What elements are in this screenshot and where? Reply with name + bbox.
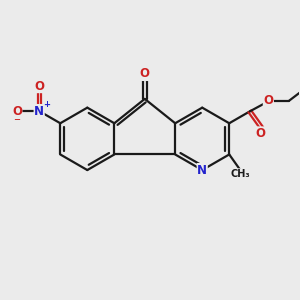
Text: O: O bbox=[256, 127, 266, 140]
Text: O: O bbox=[12, 105, 22, 118]
Text: −: − bbox=[13, 116, 20, 124]
Text: +: + bbox=[43, 100, 50, 109]
Text: O: O bbox=[140, 68, 150, 80]
Text: CH₃: CH₃ bbox=[231, 169, 250, 179]
Text: N: N bbox=[197, 164, 207, 177]
Text: O: O bbox=[263, 94, 273, 107]
Text: N: N bbox=[34, 105, 44, 118]
Text: O: O bbox=[34, 80, 44, 93]
